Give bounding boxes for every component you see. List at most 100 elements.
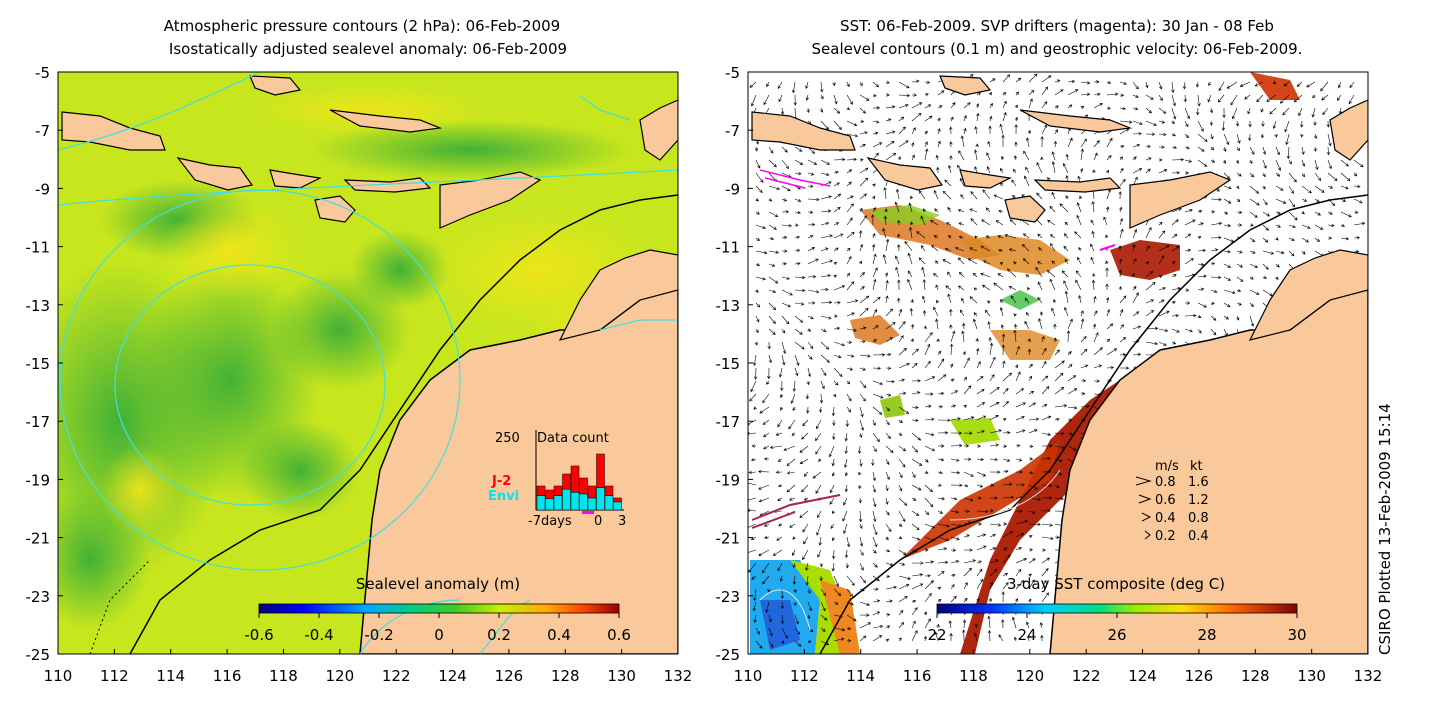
- right-x-tick-label: 130: [1297, 667, 1326, 685]
- right-x-axis: 110 112 114 116 118 120 122 124 126 128 130 132: [734, 649, 1382, 685]
- left-title-line2: Isostatically adjusted sealevel anomaly:…: [169, 40, 567, 58]
- sst-colorbar-tick: 24: [1017, 626, 1036, 644]
- left-y-axis: -5 -7 -9 -11 -13 -15 -17 -19 -21 -23 -25: [26, 64, 63, 664]
- left-y-tick-label: -15: [26, 355, 51, 373]
- right-title-line2: Sealevel contours (0.1 m) and geostrophi…: [812, 40, 1303, 58]
- right-x-tick-label: 122: [1072, 667, 1101, 685]
- velocity-legend: m/s kt 0.8 1.6 0.6 1.2 0.4 0.8 0.2 0.4: [1135, 459, 1209, 544]
- right-y-tick-label: -15: [716, 355, 741, 373]
- sla-colorbar-tick: -0.4: [304, 626, 333, 644]
- right-y-tick-label: -17: [716, 413, 741, 431]
- sst-colorbar-tick: 26: [1107, 626, 1126, 644]
- plot-credit: CSIRO Plotted 13-Feb-2009 15:14: [1376, 403, 1394, 655]
- velocity-legend-kt: 1.6: [1188, 475, 1209, 490]
- left-y-tick-label: -5: [35, 64, 50, 82]
- velocity-legend-ms: 0.8: [1155, 475, 1176, 490]
- right-y-tick-label: -9: [725, 180, 740, 198]
- sst-colorbar-tick: 22: [927, 626, 946, 644]
- left-x-tick-label: 132: [664, 667, 693, 685]
- left-x-tick-label: 130: [607, 667, 636, 685]
- data-count-histogram: [536, 453, 622, 511]
- right-x-tick-label: 116: [903, 667, 932, 685]
- velocity-legend-kt: 1.2: [1188, 493, 1209, 508]
- right-x-tick-label: 112: [790, 667, 819, 685]
- left-x-tick-label: 124: [438, 667, 467, 685]
- sla-colorbar-title: Sealevel anomaly (m): [356, 575, 520, 593]
- velocity-legend-arrow-icon: [1135, 476, 1152, 486]
- data-count-x-right: 3: [618, 514, 626, 529]
- histogram-bar-envi: [545, 498, 554, 511]
- right-x-tick-label: 120: [1015, 667, 1044, 685]
- histogram-bar-envi: [570, 492, 580, 511]
- data-count-j2-label: J-2: [491, 474, 511, 489]
- sla-map: [58, 72, 678, 654]
- velocity-legend-ms-header: m/s: [1155, 459, 1179, 474]
- left-x-tick-label: 118: [269, 667, 298, 685]
- histogram-bar-envi: [604, 495, 614, 511]
- histogram-bar-envi: [536, 495, 546, 511]
- histogram-bar-envi: [587, 497, 597, 511]
- histogram-bar-j2: [587, 485, 597, 499]
- right-y-tick-label: -5: [725, 64, 740, 82]
- left-y-tick-label: -9: [35, 180, 50, 198]
- sst-colorbar: 3-day SST composite (deg C) 22 24 26 28 30: [927, 575, 1306, 644]
- right-y-tick-label: -19: [716, 471, 741, 489]
- left-y-tick-label: -7: [35, 122, 50, 140]
- left-x-tick-label: 128: [551, 667, 580, 685]
- left-y-tick-label: -17: [26, 413, 51, 431]
- right-x-tick-label: 114: [846, 667, 875, 685]
- sst-colorbar-title: 3-day SST composite (deg C): [1007, 575, 1225, 593]
- data-count-x-left: -7days: [528, 514, 572, 529]
- data-count-x-zero: 0: [594, 514, 602, 529]
- left-y-tick-label: -19: [26, 471, 51, 489]
- right-y-tick-label: -11: [716, 239, 741, 257]
- velocity-legend-kt: 0.8: [1188, 511, 1209, 526]
- left-x-tick-label: 126: [495, 667, 524, 685]
- sla-colorbar-tick: 0: [434, 626, 444, 644]
- left-title-line1: Atmospheric pressure contours (2 hPa): 0…: [164, 17, 560, 35]
- histogram-bar-j2: [570, 465, 580, 493]
- histogram-bar-j2: [604, 485, 614, 496]
- histogram-bar-envi: [613, 501, 622, 511]
- histogram-bar-envi: [562, 488, 571, 511]
- sla-colorbar-tick: 0.2: [487, 626, 511, 644]
- histogram-bar-envi: [596, 487, 605, 511]
- data-count-max-label: 250: [495, 431, 520, 446]
- velocity-legend-ms: 0.2: [1155, 529, 1176, 544]
- left-panel: Atmospheric pressure contours (2 hPa): 0…: [26, 17, 693, 685]
- velocity-legend-arrow-icon: [1141, 512, 1152, 522]
- velocity-legend-kt: 0.4: [1188, 529, 1209, 544]
- histogram-bar-j2: [536, 485, 546, 496]
- data-count-inset: 250 Data count J-2 Envi -7days 0 3: [488, 430, 626, 529]
- right-y-tick-label: -23: [716, 588, 741, 606]
- left-y-tick-label: -21: [26, 530, 51, 548]
- left-x-tick-label: 110: [44, 667, 73, 685]
- left-y-tick-label: -13: [26, 297, 51, 315]
- left-y-tick-label: -25: [26, 646, 51, 664]
- right-panel: SST: 06-Feb-2009. SVP drifters (magenta)…: [716, 17, 1383, 685]
- right-x-tick-label: 118: [959, 667, 988, 685]
- sla-colorbar-tick: -0.2: [364, 626, 393, 644]
- right-x-tick-label: 110: [734, 667, 763, 685]
- left-x-tick-label: 122: [382, 667, 411, 685]
- sst-colorbar-tick: 30: [1287, 626, 1306, 644]
- left-x-tick-label: 120: [325, 667, 354, 685]
- data-count-title: Data count: [537, 431, 609, 446]
- right-y-tick-label: -7: [725, 122, 740, 140]
- left-x-tick-label: 116: [213, 667, 242, 685]
- left-x-axis: 110 112 114 116 118 120 122 124 126 128 130 132: [44, 649, 693, 685]
- right-y-tick-label: -13: [716, 297, 741, 315]
- histogram-bar-envi: [579, 493, 588, 511]
- velocity-legend-ms: 0.6: [1155, 493, 1176, 508]
- velocity-legend-arrow-icon: [1144, 530, 1151, 540]
- data-count-envi-label: Envi: [488, 489, 519, 504]
- histogram-bar-j2: [613, 497, 622, 503]
- histogram-bar-envi: [553, 495, 563, 511]
- sla-colorbar-tick: -0.6: [244, 626, 273, 644]
- histogram-bar-j2: [553, 485, 563, 496]
- right-x-tick-label: 124: [1128, 667, 1157, 685]
- velocity-legend-arrow-icon: [1138, 494, 1152, 504]
- left-y-tick-label: -23: [26, 588, 51, 606]
- velocity-legend-kt-header: kt: [1190, 459, 1203, 474]
- histogram-bar-j2: [545, 489, 554, 500]
